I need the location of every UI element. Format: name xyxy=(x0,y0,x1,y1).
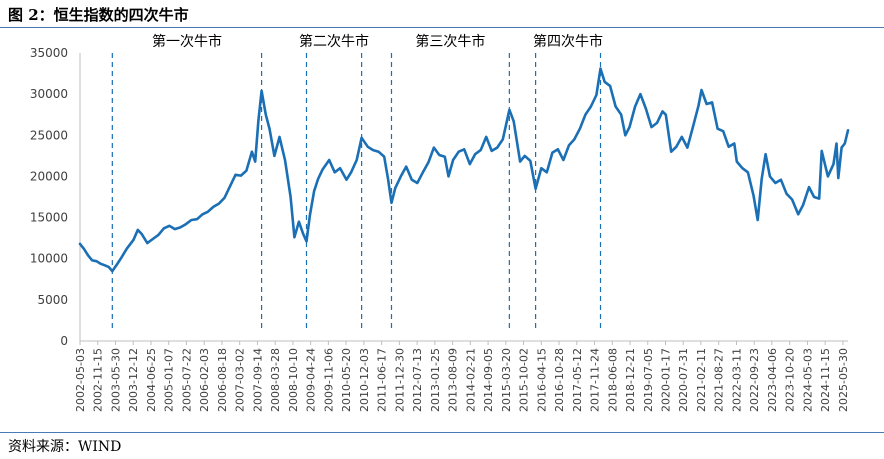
x-tick-label: 2004-06-25 xyxy=(145,348,158,412)
x-tick-label: 2011-06-17 xyxy=(376,348,389,412)
x-tick-label: 2016-10-28 xyxy=(553,348,566,412)
x-tick-label: 2023-04-06 xyxy=(766,348,779,412)
y-tick-label: 10000 xyxy=(30,252,68,266)
x-tick-label: 2019-07-05 xyxy=(642,348,655,412)
x-tick-label: 2018-12-21 xyxy=(624,348,637,412)
y-tick-label: 25000 xyxy=(30,128,68,142)
x-tick-label: 2005-07-22 xyxy=(180,348,193,412)
y-tick-label: 30000 xyxy=(30,87,68,101)
source-note: 资料来源：WIND xyxy=(8,439,122,455)
x-tick-label: 2002-11-15 xyxy=(92,348,105,412)
x-tick-label: 2016-04-15 xyxy=(535,348,548,412)
x-tick-label: 2007-03-02 xyxy=(234,348,247,412)
y-tick-label: 20000 xyxy=(30,169,68,183)
hsi-index-line xyxy=(78,67,850,273)
x-tick-label: 2022-03-11 xyxy=(730,348,743,412)
x-tick-label: 2023-10-20 xyxy=(784,348,797,412)
x-tick-label: 2017-11-24 xyxy=(589,348,602,412)
series-layer xyxy=(78,67,850,273)
x-tick-label: 2024-05-03 xyxy=(801,348,814,412)
top-rule xyxy=(0,27,884,28)
x-tick-label: 2010-05-20 xyxy=(340,348,353,412)
bull-market-label: 第四次牛市 xyxy=(533,33,603,50)
x-tick-label: 2003-12-12 xyxy=(127,348,140,412)
y-tick-label: 0 xyxy=(60,334,68,348)
x-tick-label: 2024-11-15 xyxy=(819,348,832,412)
hsi-line-chart: 第一次牛市 第二次牛市 第三次牛市 第四次牛市 0 5000 10000 15000 2000… xyxy=(30,33,850,412)
bull-market-markers: 第一次牛市 第二次牛市 第三次牛市 第四次牛市 xyxy=(111,33,603,332)
bull-market-label: 第三次牛市 xyxy=(415,33,485,50)
y-axis: 0 5000 10000 15000 20000 25000 30000 35000 xyxy=(30,46,81,348)
x-tick-label: 2017-05-12 xyxy=(571,348,584,412)
x-tick-label: 2012-07-13 xyxy=(411,348,424,412)
x-tick-label: 2009-11-06 xyxy=(322,348,335,412)
y-tick-label: 5000 xyxy=(37,293,68,307)
x-tick-label: 2025-05-30 xyxy=(837,348,850,412)
x-tick-label: 2010-12-03 xyxy=(358,348,371,412)
x-tick-label: 2008-10-10 xyxy=(287,348,300,412)
figure-title: 图 2：恒生指数的四次牛市 xyxy=(8,6,189,24)
bottom-rule xyxy=(0,432,884,433)
x-tick-label: 2013-01-25 xyxy=(429,348,442,412)
x-tick-label: 2002-05-03 xyxy=(74,348,87,412)
x-tick-label: 2021-02-11 xyxy=(695,348,708,412)
x-tick-label: 2014-02-21 xyxy=(464,348,477,412)
y-tick-label: 35000 xyxy=(30,46,68,60)
bull-market-label: 第一次牛市 xyxy=(152,33,222,50)
y-tick-label: 15000 xyxy=(30,211,68,225)
x-tick-label: 2006-02-03 xyxy=(198,348,211,412)
bull-market-label: 第二次牛市 xyxy=(299,33,369,50)
x-tick-label: 2009-04-24 xyxy=(305,348,318,412)
x-tick-label: 2006-08-18 xyxy=(216,348,229,412)
x-tick-label: 2022-09-23 xyxy=(748,348,761,412)
x-tick-label: 2020-07-31 xyxy=(677,348,690,412)
x-tick-label: 2003-05-30 xyxy=(109,348,122,412)
x-tick-label: 2005-01-07 xyxy=(163,348,176,412)
x-tick-label: 2008-03-28 xyxy=(269,348,282,412)
x-tick-label: 2013-08-09 xyxy=(447,348,460,412)
x-tick-label: 2018-06-08 xyxy=(606,348,619,412)
x-tick-label: 2011-12-30 xyxy=(393,348,406,412)
x-tick-label: 2021-08-27 xyxy=(713,348,726,412)
x-tick-label: 2015-03-20 xyxy=(500,348,513,412)
x-tick-label: 2015-10-02 xyxy=(518,348,531,412)
x-axis: 2002-05-03 2002-11-15 2003-05-30 2003-12-12… xyxy=(74,340,850,412)
x-tick-label: 2014-09-05 xyxy=(482,348,495,412)
x-tick-label: 2007-09-14 xyxy=(251,348,264,412)
x-tick-label: 2020-01-17 xyxy=(660,348,673,412)
